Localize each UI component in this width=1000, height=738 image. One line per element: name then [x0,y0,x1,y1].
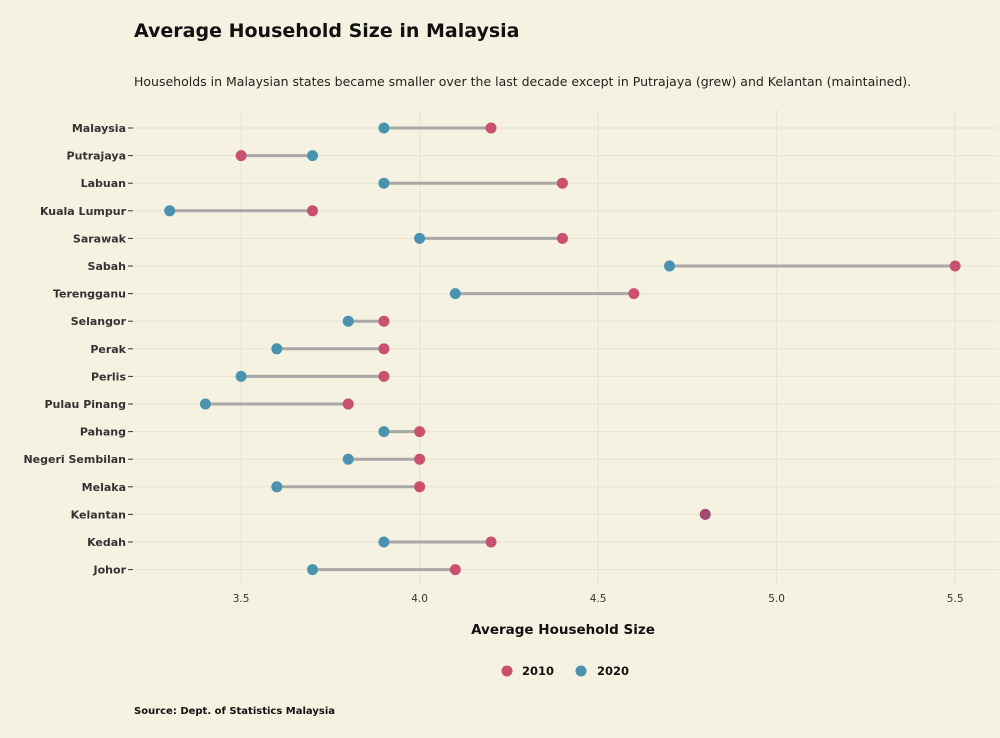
y-label-terengganu: Terengganu [53,288,126,301]
point-2010-negeri-sembilan [414,453,426,465]
point-2010-kedah [485,536,497,548]
x-tick-label-5-5: 5.5 [947,593,964,605]
point-2020-sabah [664,260,676,272]
point-2010-labuan [556,177,568,189]
point-2010-malaysia [485,122,497,134]
y-label-perlis: Perlis [91,370,126,383]
point-2010-johor [449,564,461,576]
legend-marker-2010 [501,665,513,677]
y-label-pahang: Pahang [80,426,126,439]
y-label-sabah: Sabah [88,260,126,273]
y-label-melaka: Melaka [82,481,126,494]
point-2020-melaka [271,481,283,493]
y-label-pulau-pinang: Pulau Pinang [44,398,126,411]
point-2020-negeri-sembilan [342,453,354,465]
y-axis-labels: Malaysia Putrajaya Labuan Kuala Lumpur Saraw… [23,122,133,577]
point-2010-selangor [378,315,390,327]
point-2020-sarawak [414,232,426,244]
x-axis-title: Average Household Size [471,622,655,638]
legend-marker-2020 [575,665,587,677]
chart-title: Average Household Size in Malaysia [134,20,520,42]
point-2020-kedah [378,536,390,548]
y-label-negeri-sembilan: Negeri Sembilan [23,453,126,466]
y-label-johor: Johor [93,564,127,577]
x-tick-label-3-5: 3.5 [233,593,250,605]
point-2010-pulau-pinang [342,398,354,410]
point-2010-pahang [414,426,426,438]
y-label-perak: Perak [90,343,126,356]
point-2020-labuan [378,177,390,189]
y-label-putrajaya: Putrajaya [67,150,126,163]
point-2010-sarawak [556,232,568,244]
legend-label-2010: 2010 [522,664,554,678]
x-tick-label-5-0: 5.0 [768,593,785,605]
y-label-labuan: Labuan [81,177,126,190]
connector-layer [169,126,956,572]
y-label-kedah: Kedah [87,536,126,549]
point-2020-putrajaya [307,150,319,162]
point-2010-kuala-lumpur [307,205,319,217]
point-2010-perlis [378,370,390,382]
point-2020-kuala-lumpur [164,205,176,217]
y-label-selangor: Selangor [71,315,127,328]
y-label-sarawak: Sarawak [73,232,127,245]
point-2010-melaka [414,481,426,493]
point-2020-johor [307,564,319,576]
point-2020-malaysia [378,122,390,134]
point-overlap-kelantan [699,508,711,520]
point-2020-selangor [342,315,354,327]
y-label-kelantan: Kelantan [71,508,126,521]
point-2010-putrajaya [235,150,247,162]
x-tick-label-4-5: 4.5 [590,593,607,605]
legend: 2010 2020 [501,664,629,678]
point-2020-pahang [378,426,390,438]
point-2010-perak [378,343,390,355]
point-2020-perak [271,343,283,355]
point-2020-terengganu [449,288,461,300]
y-label-kuala-lumpur: Kuala Lumpur [40,205,127,218]
x-tick-label-4-0: 4.0 [411,593,428,605]
point-2020-pulau-pinang [199,398,211,410]
point-2020-perlis [235,370,247,382]
point-2010-sabah [949,260,961,272]
x-axis-ticks: 3.5 4.0 4.5 5.0 5.5 [233,593,964,605]
point-2010-terengganu [628,288,640,300]
legend-label-2020: 2020 [597,664,629,678]
point-layer [164,122,961,576]
y-label-malaysia: Malaysia [72,122,126,135]
chart-subtitle: Households in Malaysian states became sm… [134,74,912,89]
source-note: Source: Dept. of Statistics Malaysia [134,706,335,717]
